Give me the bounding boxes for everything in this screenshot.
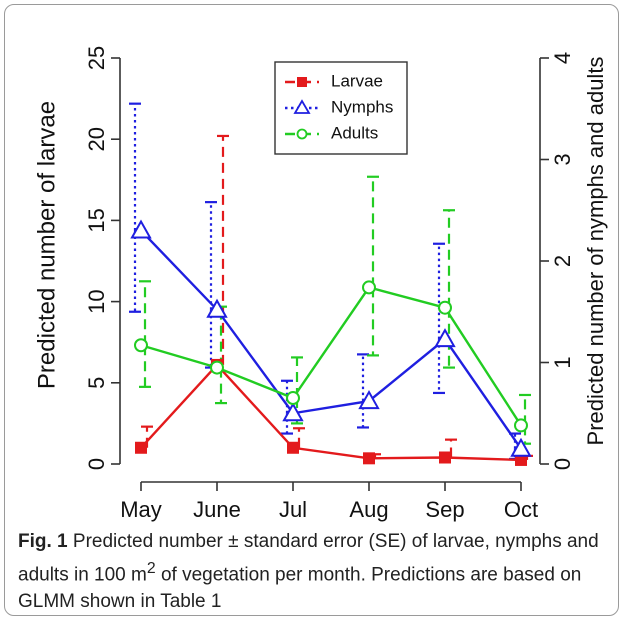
right-axis-title: Predicted number of nymphs and adults: [583, 57, 608, 446]
legend-label-adults: Adults: [331, 123, 378, 142]
adults-point: [438, 300, 452, 315]
left-tick-label: 5: [84, 377, 109, 389]
chart: 0 5 10 15 20 25 0 1 2 3 4 May June Jul Aug Sep Oct Predic…: [33, 46, 608, 522]
left-tick-label: 15: [84, 208, 109, 232]
caption-label: Fig. 1: [18, 531, 68, 552]
caption-superscript: 2: [146, 560, 156, 577]
right-tick-label: 4: [550, 52, 575, 64]
adults-point: [210, 360, 224, 375]
larvae-series-line: [140, 363, 522, 462]
larvae-point: [135, 441, 147, 454]
right-tick-label: 2: [550, 255, 575, 267]
legend-label-larvae: Larvae: [331, 71, 383, 90]
right-tick-label: 0: [550, 458, 575, 470]
nymphs-point: [206, 298, 228, 318]
x-tick-label: May: [120, 497, 162, 522]
left-tick-label: 25: [84, 46, 109, 70]
legend-marker-adults: [296, 128, 308, 140]
left-tick-label: 20: [84, 127, 109, 151]
adults-series-line: [140, 286, 523, 427]
adults-point: [514, 418, 528, 433]
legend-marker-nymphs: [293, 99, 311, 114]
right-tick-label: 1: [550, 356, 575, 368]
left-axis-title: Predicted number of larvae: [33, 101, 60, 389]
caption-text-pre: Predicted number ± standard error (SE) o…: [18, 531, 599, 586]
nymphs-series-line: [140, 229, 522, 450]
larvae-point: [287, 441, 299, 454]
x-tick-label: June: [193, 497, 241, 522]
nymphs-point: [358, 390, 380, 410]
nymphs-point: [434, 328, 456, 348]
left-tick-label: 0: [84, 458, 109, 470]
figure-caption: Fig. 1 Predicted number ± standard error…: [18, 528, 612, 615]
x-tick-label: Oct: [504, 497, 538, 522]
left-tick-label: 10: [84, 289, 109, 313]
adults-point: [134, 338, 148, 353]
x-tick-label: Aug: [349, 497, 388, 522]
larvae-point: [439, 451, 451, 464]
nymphs-point: [130, 219, 152, 239]
x-tick-label: Sep: [425, 497, 464, 522]
adults-point: [286, 391, 300, 406]
caption-text-post: of vegetation per month. Predictions are…: [18, 564, 582, 613]
adults-point: [362, 280, 376, 295]
larvae-point: [363, 452, 375, 465]
nymphs-point: [282, 402, 304, 422]
larvae-point: [515, 453, 527, 466]
nymphs-point: [510, 437, 532, 457]
x-tick-label: Jul: [279, 497, 307, 522]
legend-label-nymphs: Nymphs: [331, 97, 393, 116]
right-tick-label: 3: [550, 153, 575, 165]
legend-marker-larvae: [297, 77, 307, 87]
